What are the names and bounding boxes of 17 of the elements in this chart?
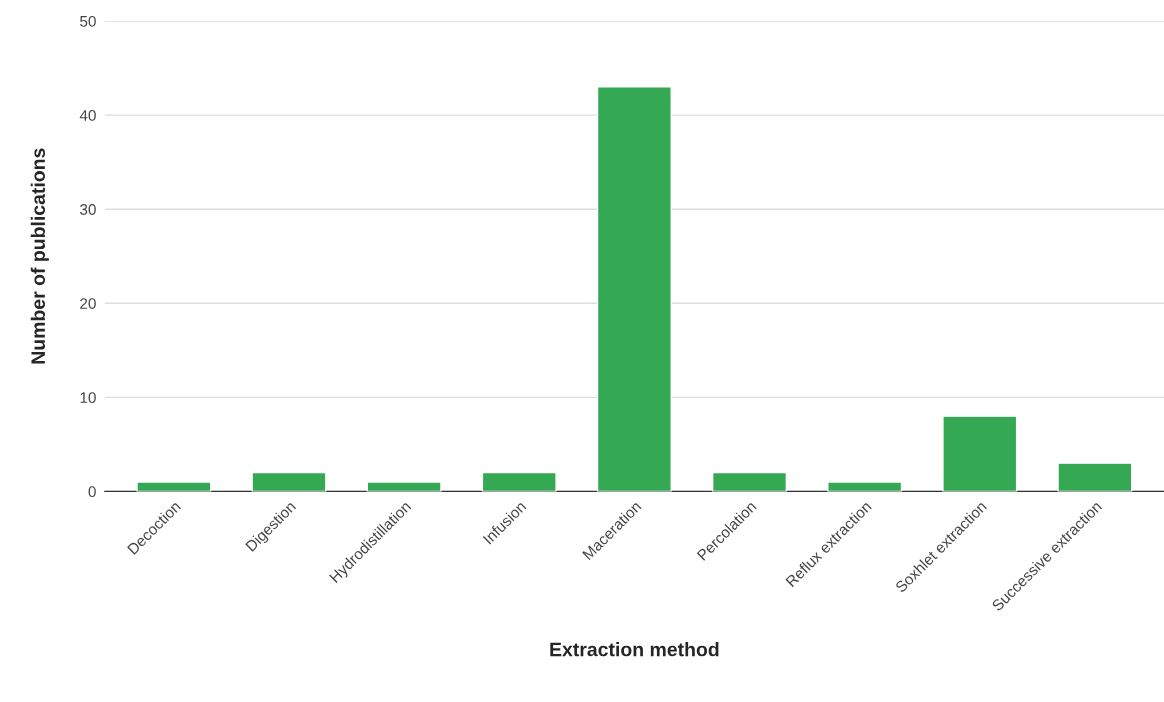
bar — [596, 86, 672, 492]
bar — [827, 481, 903, 492]
y-axis-title: Number of publications — [30, 148, 49, 364]
y-tick-label: 0 — [88, 486, 96, 498]
y-tick-label: 10 — [80, 392, 96, 404]
y-tick-label: 40 — [79, 110, 96, 121]
bar — [251, 471, 327, 492]
bar — [942, 415, 1018, 492]
x-axis-title: Extraction method — [550, 642, 719, 657]
bar — [366, 481, 442, 492]
bar — [1057, 462, 1133, 492]
bar — [481, 471, 557, 492]
bar — [136, 481, 212, 492]
y-tick-label: 20 — [80, 298, 96, 309]
bar — [711, 471, 788, 492]
y-tick-label: 30 — [80, 204, 96, 215]
y-tick-label: 50 — [80, 15, 96, 27]
